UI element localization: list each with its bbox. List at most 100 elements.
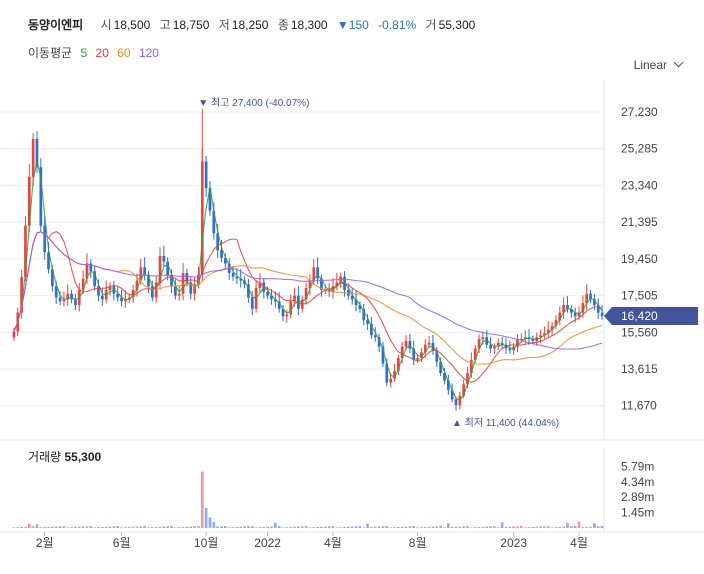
candle-body	[212, 210, 216, 234]
scale-dropdown[interactable]: Linear	[634, 57, 684, 72]
candle-body	[423, 344, 427, 353]
candle-body	[481, 337, 485, 340]
candle-body	[150, 286, 154, 298]
volume-bar	[239, 526, 243, 528]
ma-legend-item-20: 20	[95, 46, 109, 60]
volume-bar	[77, 526, 81, 528]
candle-body	[596, 305, 600, 313]
volume-bar	[381, 526, 385, 528]
volume-bar	[273, 522, 277, 528]
volume-label: 거	[425, 18, 437, 32]
candle-body	[466, 373, 469, 385]
volume-bar	[531, 526, 535, 528]
volume-bar	[297, 526, 300, 528]
volume-bar	[481, 526, 485, 528]
candle-body	[131, 289, 135, 298]
ma-120-line	[13, 231, 603, 350]
volume-bar	[373, 526, 377, 528]
candle-body	[420, 352, 423, 358]
volume-bar	[350, 526, 354, 528]
volume-bar	[493, 526, 496, 528]
volume-bar	[546, 526, 550, 528]
candle-body	[158, 256, 162, 283]
volume-tick-label: 1.45m	[621, 506, 654, 520]
volume-bar	[347, 526, 350, 528]
candle-body	[543, 333, 546, 336]
volume-bar	[208, 517, 212, 528]
volume-tick-label: 5.79m	[621, 459, 654, 473]
volume-bar	[354, 526, 358, 528]
candle-body	[235, 276, 239, 279]
volume-bar	[116, 526, 120, 528]
candle-body	[566, 305, 569, 309]
candle-body	[204, 161, 208, 189]
volume-bar	[51, 526, 54, 528]
ma-20-line	[13, 230, 603, 383]
volume-bar	[227, 527, 231, 528]
volume-bar	[423, 526, 427, 528]
volume-bar	[558, 526, 562, 528]
volume-bar	[308, 527, 312, 528]
candle-body	[135, 280, 139, 290]
volume-bar	[66, 527, 70, 528]
candle-body	[39, 167, 43, 226]
candle-body	[43, 225, 47, 253]
volume-bar	[393, 527, 396, 528]
candle-body	[500, 342, 504, 345]
volume-bar	[170, 526, 173, 528]
volume-bar	[323, 526, 327, 528]
volume-bar	[439, 526, 442, 528]
volume-bar	[523, 527, 527, 528]
candle-body	[285, 314, 289, 317]
volume-bar	[385, 526, 389, 528]
candle-body	[585, 293, 589, 304]
candle-body	[100, 295, 104, 300]
candle-body	[51, 269, 54, 287]
volume-bar	[177, 527, 181, 528]
candle-body	[166, 261, 170, 275]
candle-body	[89, 263, 93, 272]
volume-bar	[243, 526, 246, 528]
volume-bar	[600, 526, 604, 528]
x-axis-label: 2023	[500, 536, 527, 550]
candle-body	[208, 188, 212, 211]
candle-body	[239, 278, 243, 281]
candle-body	[416, 357, 419, 360]
volume-bar	[435, 526, 439, 528]
volume-bar	[596, 526, 600, 528]
candle-body	[120, 297, 123, 302]
candle-body	[308, 280, 312, 289]
volume-bar	[562, 526, 565, 528]
volume-bar	[412, 526, 416, 528]
candle-body	[224, 257, 227, 264]
volume-bar	[512, 526, 516, 528]
volume-bar	[408, 526, 412, 528]
candle-body	[473, 348, 477, 360]
volume-bar	[204, 507, 208, 528]
volume-bar	[566, 522, 569, 528]
candle-body	[335, 282, 339, 287]
volume-bar	[581, 527, 585, 528]
candle-body	[354, 299, 358, 306]
volume-bar	[216, 526, 220, 528]
candle-body	[546, 329, 550, 334]
volume-bar	[93, 527, 96, 528]
volume-bar	[54, 526, 58, 528]
low-value: 18,250	[231, 18, 269, 32]
volume-bar	[143, 526, 146, 528]
volume-bar	[224, 526, 227, 528]
volume-bar	[47, 526, 50, 528]
candle-body	[247, 284, 250, 298]
volume-bar	[473, 527, 477, 528]
stock-name: 동양이엔피	[28, 18, 84, 32]
candle-body	[181, 272, 185, 294]
current-price-label: 16,420	[621, 309, 658, 323]
candle-body	[185, 272, 189, 283]
candles	[12, 131, 604, 410]
candle-body	[577, 312, 581, 317]
candle-body	[139, 267, 143, 281]
volume-bar	[281, 527, 285, 528]
candle-body	[370, 323, 373, 336]
candle-body	[581, 303, 585, 313]
